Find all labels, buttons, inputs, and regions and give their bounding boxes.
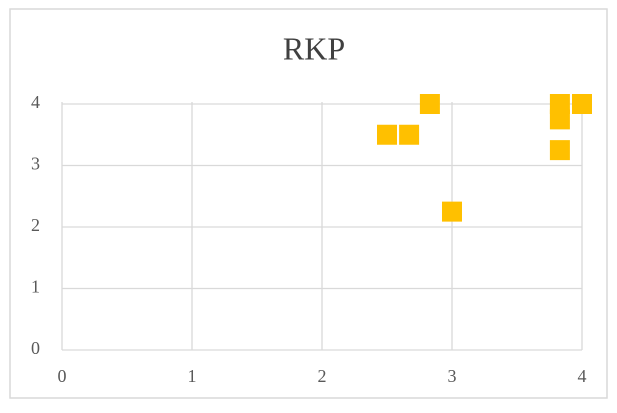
marker	[549, 109, 570, 130]
x-tick-label: 1	[188, 366, 197, 386]
marker	[419, 94, 440, 114]
y-tick-label: 4	[31, 92, 40, 112]
y-tick-label: 0	[31, 338, 40, 358]
marker	[549, 94, 570, 114]
y-tick-label: 2	[31, 215, 40, 235]
x-tick-label: 2	[318, 366, 327, 386]
marker	[442, 201, 462, 222]
marker	[399, 124, 420, 145]
marker	[549, 140, 570, 161]
x-tick-label: 4	[578, 366, 587, 386]
x-tick-label: 3	[448, 366, 457, 386]
chart-border	[9, 8, 608, 399]
marker	[572, 94, 592, 114]
marker	[377, 124, 397, 145]
y-tick-label: 3	[31, 154, 40, 174]
chart-title: RKP	[283, 30, 345, 66]
y-tick-label: 1	[31, 277, 40, 297]
x-tick-label: 0	[58, 366, 67, 386]
